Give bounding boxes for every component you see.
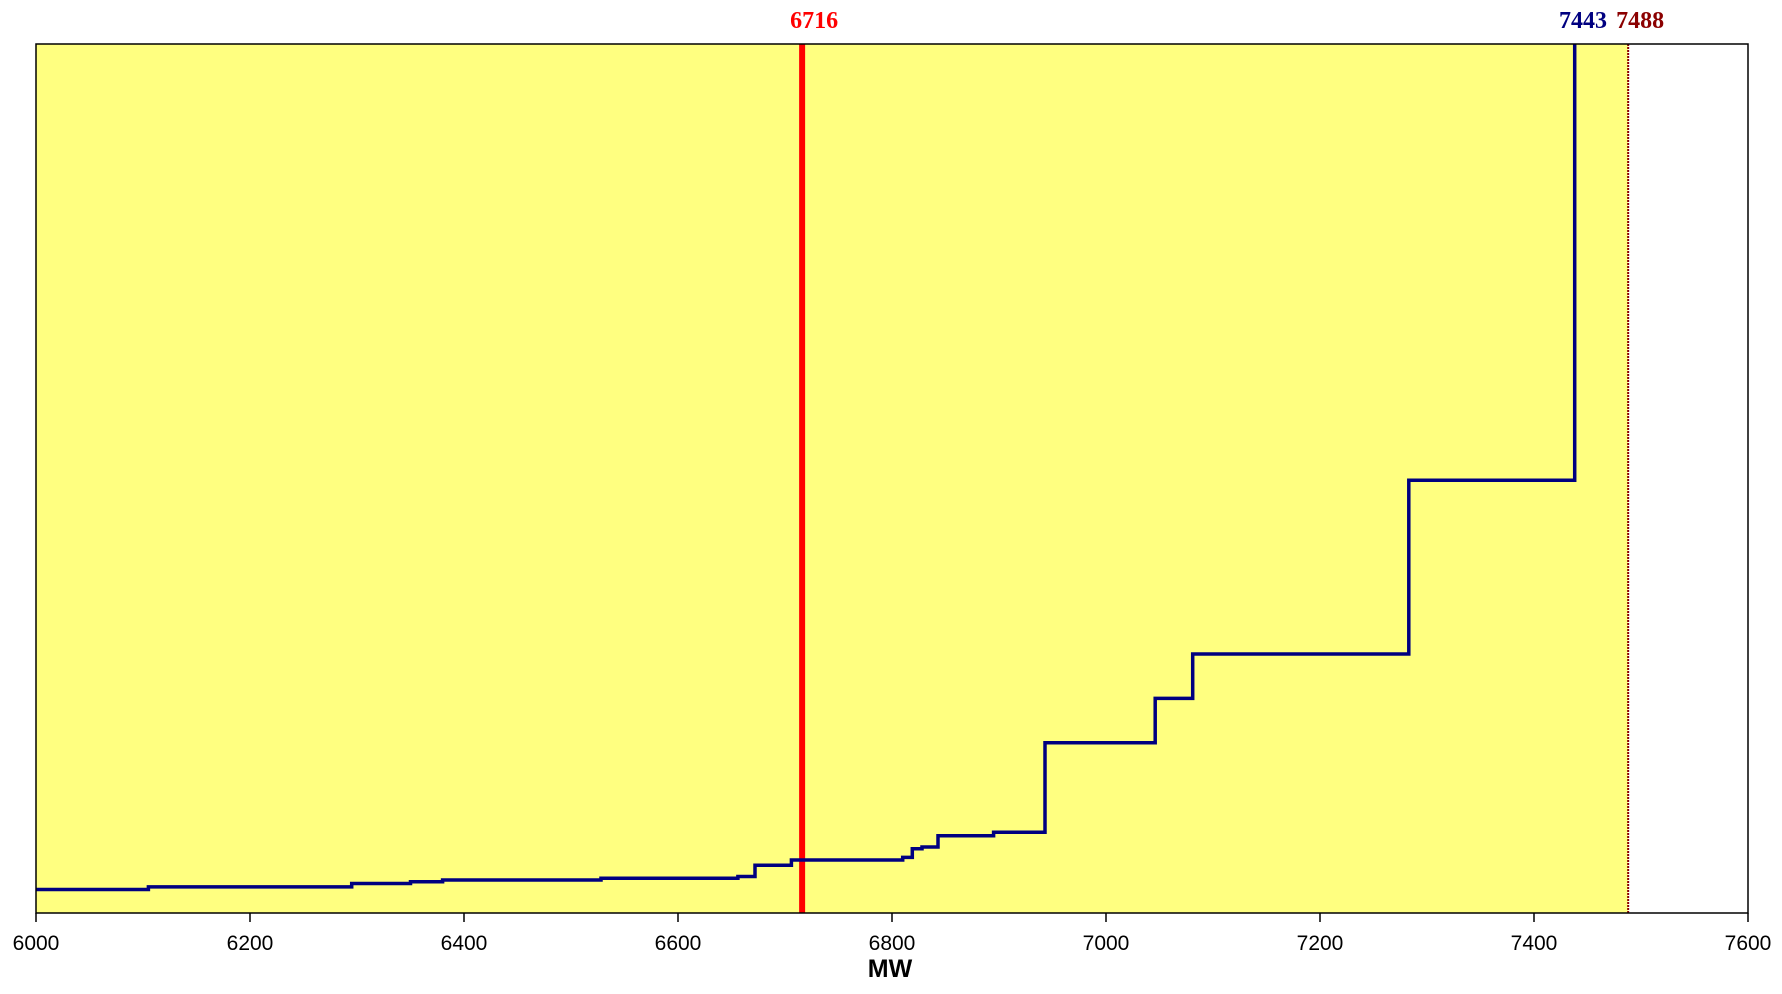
marker-label-7443: 7443	[1559, 8, 1607, 34]
x-tick-label: 6600	[655, 932, 702, 955]
marker-labels: 6716 7443 7488	[790, 8, 1664, 34]
plot-area	[35, 43, 1749, 914]
x-tick-label: 6200	[227, 932, 274, 955]
x-tick-label: 7200	[1297, 932, 1344, 955]
shaded-region	[36, 44, 1629, 913]
x-tick-label: 6800	[869, 932, 916, 955]
series-line-0	[36, 44, 1577, 892]
x-tick-label: 6000	[13, 932, 60, 955]
marker-label-7488: 7488	[1616, 8, 1664, 34]
marker-label-6716: 6716	[790, 8, 838, 34]
x-tick-label: 7400	[1511, 932, 1558, 955]
x-axis-title: MW	[868, 955, 913, 983]
x-tick-label: 7000	[1083, 932, 1130, 955]
x-tick-label: 6400	[441, 932, 488, 955]
x-tick-label: 7600	[1725, 932, 1772, 955]
x-axis: 6000 6200 6400 6600 6800 7000 7200 7400 7600	[13, 913, 1772, 955]
